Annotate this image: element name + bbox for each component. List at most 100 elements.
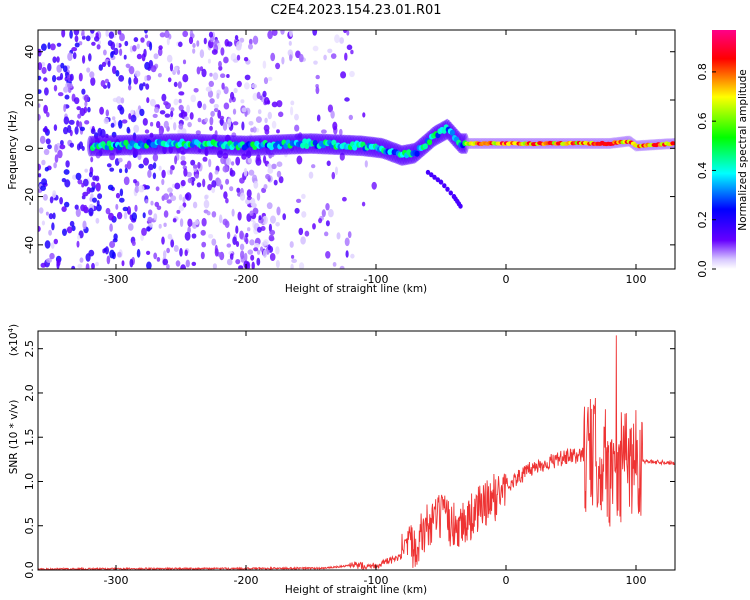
spectrogram-noise-cell [264,117,268,124]
spectrogram-noise-cell [133,179,137,184]
spectrogram-noise-cell [183,111,188,118]
snr-panel: -300 -200 -100 0 100 0.0 0.5 1.0 1.5 2.0 2.5 Heigh… [7,324,676,596]
spectrogram-noise-cell [265,173,271,180]
spectrogram-noise-cell [56,42,62,47]
spectrogram-noise-cell [78,121,83,129]
spectrogram-noise-cell [267,111,272,120]
spectrogram-ridge-cell [449,129,455,136]
spectrogram-noise-cell [52,190,57,199]
spectrogram-noise-cell [163,210,169,218]
spectrogram-noise-cell [207,90,214,98]
spectrogram-noise-cell [103,117,110,124]
spectrogram-noise-cell [267,30,273,40]
spectrogram-noise-cell [280,30,285,35]
spectrogram-noise-cell [275,222,280,227]
spectrogram-noise-cell [71,225,76,232]
spectrogram-noise-cell [40,262,47,268]
spectrogram-noise-cell [344,52,348,61]
spectrogram-noise-cell [119,197,125,203]
spectrogram-noise-cell [147,169,152,178]
spectrogram-noise-cell [222,218,228,226]
spectrogram-noise-cell [63,116,70,125]
spectrogram-noise-cell [167,187,173,193]
spectrogram-noise-cell [163,120,169,129]
spectrogram-noise-cell [180,264,186,269]
spectrogram-noise-cell [150,121,154,127]
spectrogram-ytick-label: 20 [23,93,36,107]
spectrogram-noise-cell [123,54,127,60]
spectrogram-noise-cell [177,129,183,135]
spectrogram-noise-cell [90,193,94,199]
spectrogram-noise-cell [278,111,284,118]
spectrogram-noise-cell [325,251,331,259]
spectrogram-noise-cell [371,181,377,190]
spectrogram-noise-cell [248,169,255,176]
spectrogram-noise-cell [49,196,54,204]
spectrogram-noise-cell [45,211,49,216]
spectrogram-noise-cell [84,101,88,107]
spectrogram-noise-cell [112,116,116,121]
spectrogram-noise-cell [202,156,208,162]
snr-xtick-label: -200 [234,574,259,587]
spectrogram-noise-cell [349,70,355,78]
spectrogram-noise-cell [245,261,251,269]
spectrogram-xtick-label: 0 [503,273,510,286]
spectrogram-noise-cell [271,163,277,170]
spectrogram-noise-cell [141,227,147,236]
spectrogram-noise-cell [119,48,123,56]
spectrogram-noise-cell [67,125,72,133]
spectrogram-noise-cell [208,234,214,239]
spectrogram-noise-cell [74,97,80,105]
spectrogram-noise-cell [182,30,189,38]
spectrogram-noise-cell [287,49,293,57]
spectrogram-noise-cell [130,114,137,123]
spectrogram-noise-cell [315,74,320,80]
spectrogram-noise-cell [164,113,171,118]
spectrogram-noise-cell [43,104,48,114]
spectrogram-noise-cell [40,185,46,192]
spectrogram-noise-cell [146,250,151,255]
spectrogram-noise-cell [53,162,57,169]
spectrogram-noise-cell [64,179,71,188]
spectrogram-noise-cell [98,64,104,71]
spectrogram-noise-cell [203,199,210,209]
spectrogram-noise-cell [107,81,111,89]
spectrogram-noise-cell [237,211,242,221]
spectrogram-noise-cell [200,229,206,236]
spectrogram-noise-cell [82,220,87,230]
spectrogram-noise-cell [142,212,146,219]
spectrogram-noise-cell [224,39,230,47]
spectrogram-noise-cell [133,124,140,133]
spectrogram-noise-cell [56,56,60,63]
spectrogram-noise-cell [335,166,338,176]
spectrogram-noise-cell [239,230,244,240]
spectrogram-noise-cell [243,57,249,62]
spectrogram-noise-cell [253,247,259,252]
spectrogram-noise-cell [144,30,148,34]
spectrogram-noise-cell [289,30,293,37]
colorbar-tick-label: 0.2 [696,211,709,229]
spectrogram-noise-cell [68,119,75,125]
spectrogram-noise-cell [239,177,245,184]
spectrogram-noise-cell [290,100,295,106]
spectrogram-noise-cell [41,159,46,166]
spectrogram-xlabel: Height of straight line (km) [285,283,427,295]
spectrogram-noise-cell [110,41,116,50]
snr-xtick-label: 0 [503,574,510,587]
spectrogram-noise-cell [321,209,326,218]
spectrogram-noise-cell [117,30,122,35]
spectrogram-noise-cell [177,81,182,89]
spectrogram-noise-cell [182,59,187,65]
spectrogram-noise-cell [118,119,123,129]
spectrogram-noise-cell [301,211,307,218]
spectrogram-noise-cell [54,154,59,163]
spectrogram-noise-cell [263,184,268,190]
spectrogram-noise-cell [220,47,225,56]
spectrogram-noise-cell [240,250,245,260]
spectrogram-noise-cell [350,253,355,259]
spectrogram-noise-cell [187,121,192,128]
spectrogram-noise-cell [208,172,213,181]
spectrogram-noise-cell [159,32,166,38]
spectrogram-noise-cell [270,52,276,62]
